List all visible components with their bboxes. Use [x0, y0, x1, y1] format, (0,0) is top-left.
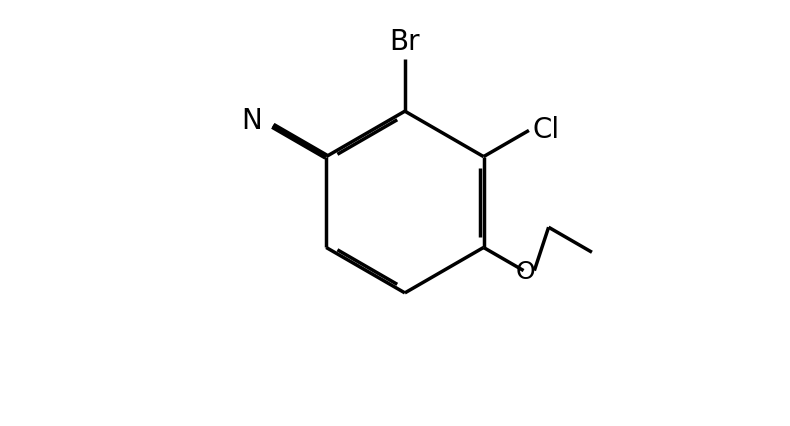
Text: O: O: [515, 260, 535, 284]
Text: N: N: [241, 107, 261, 135]
Text: Br: Br: [389, 28, 420, 56]
Text: Cl: Cl: [532, 116, 560, 144]
